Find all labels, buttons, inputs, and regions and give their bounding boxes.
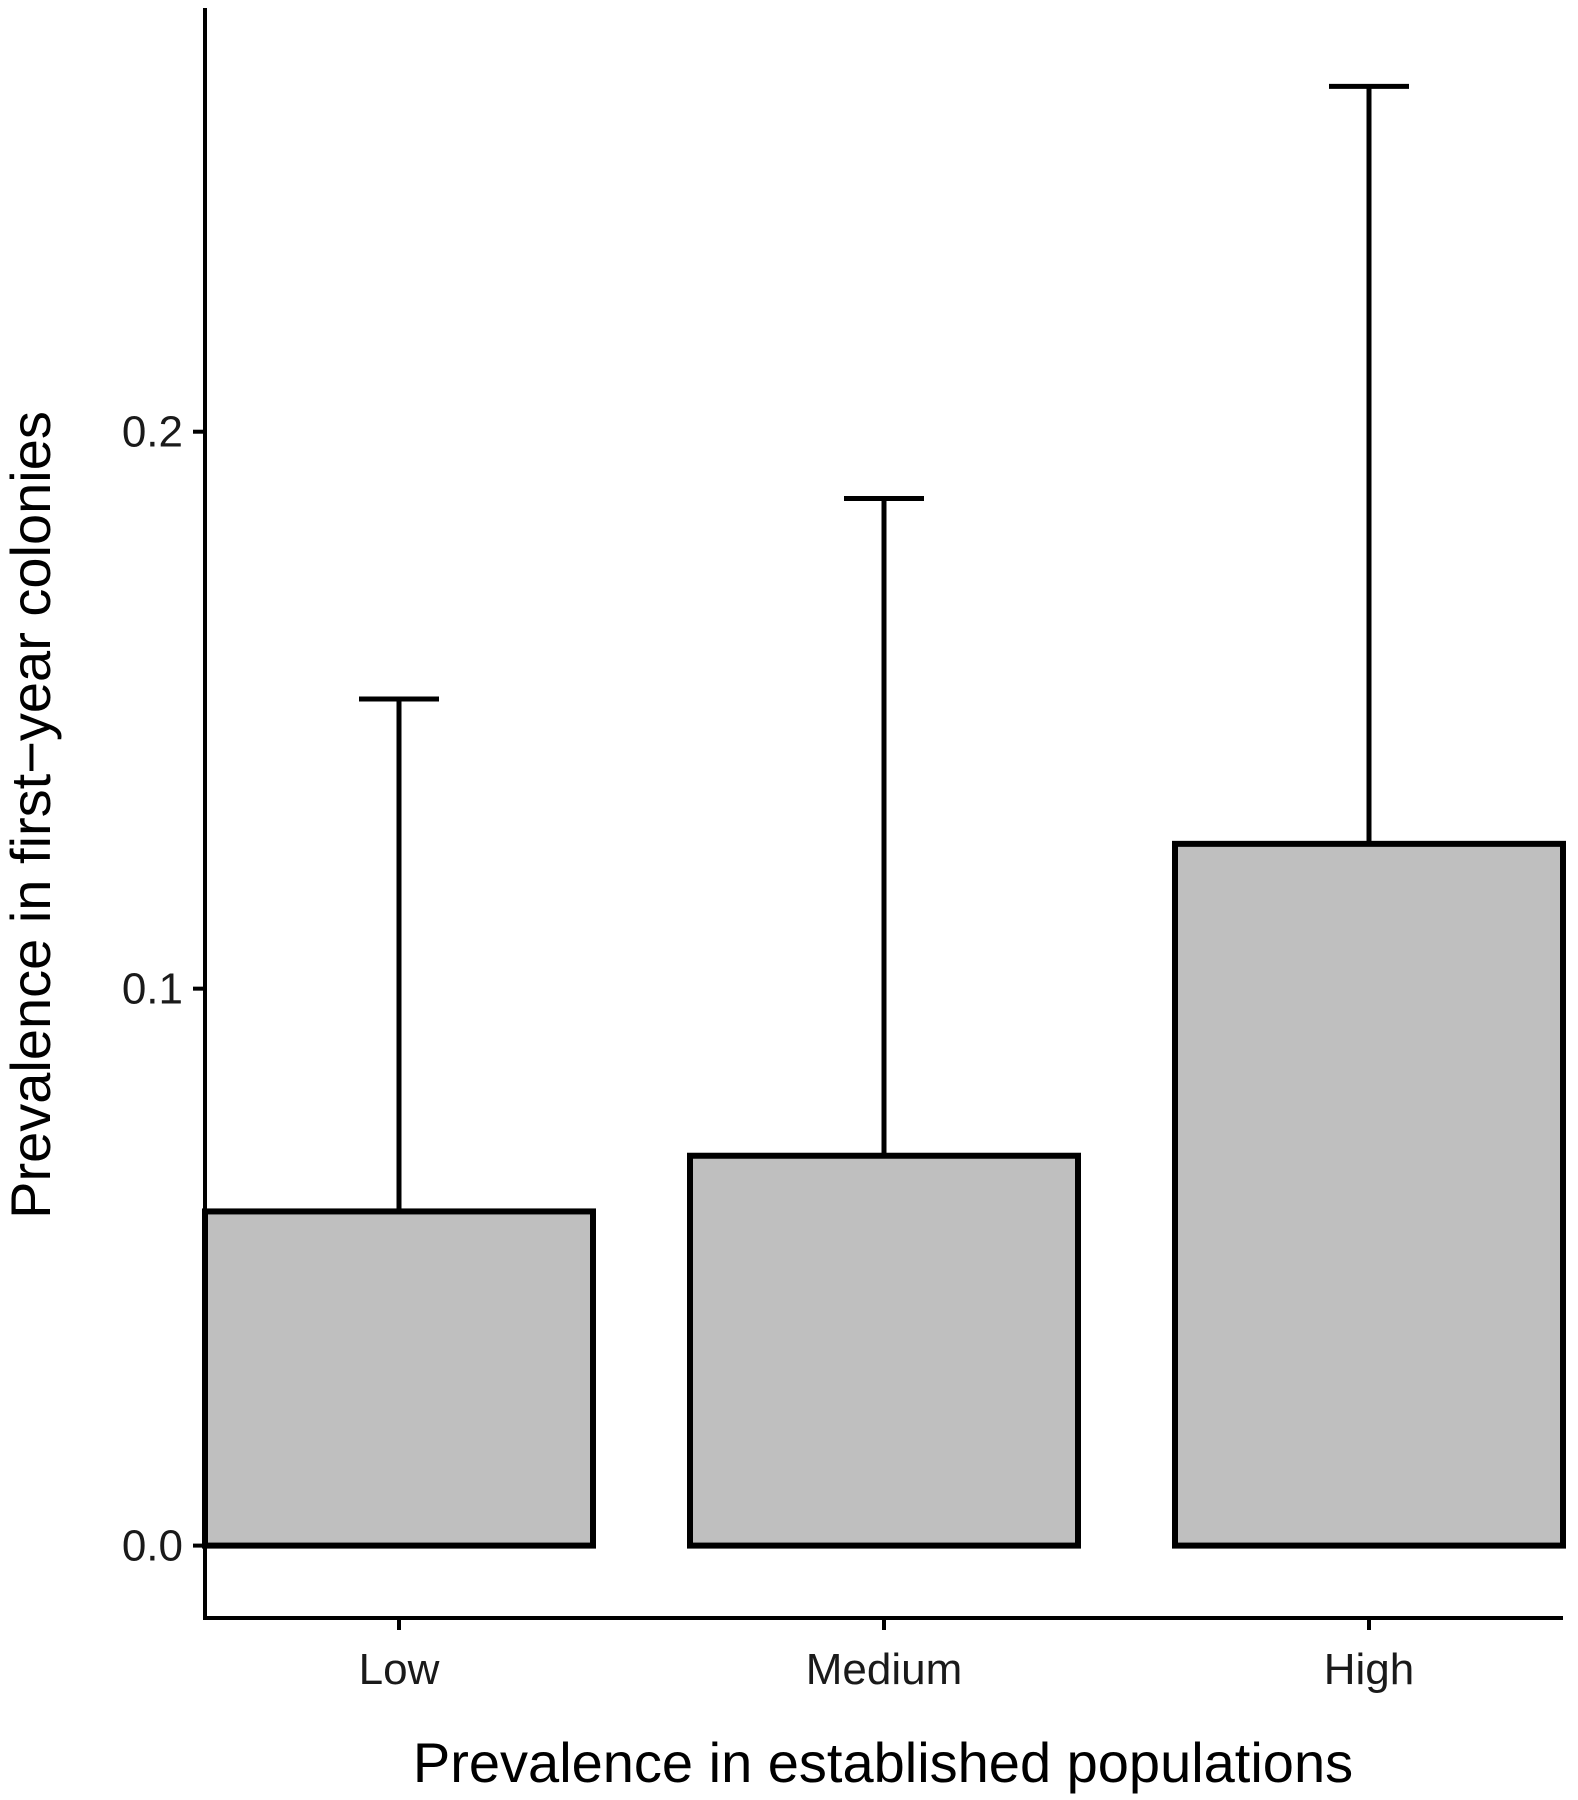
error-bars-layer: [359, 83, 1409, 1212]
bar-high: [1172, 840, 1566, 1549]
x-tick-label-low: Low: [359, 1645, 440, 1694]
x-tick-label-high: High: [1324, 1645, 1415, 1694]
y-tick-label: 0.2: [122, 408, 183, 457]
labels-layer: Low Medium High 0.0 0.1 0.2: [122, 408, 1414, 1694]
bar-low: [202, 1208, 596, 1549]
x-tick-label-medium: Medium: [806, 1645, 963, 1694]
axes-layer: [193, 8, 1563, 1630]
bar-medium: [687, 1152, 1081, 1549]
x-axis-title: Prevalence in established populations: [413, 1731, 1353, 1794]
y-tick-label: 0.1: [122, 965, 183, 1014]
y-tick-label: 0.0: [122, 1522, 183, 1571]
bars-layer: [202, 840, 1566, 1549]
y-axis-title: Prevalence in first−year colonies: [0, 411, 62, 1219]
